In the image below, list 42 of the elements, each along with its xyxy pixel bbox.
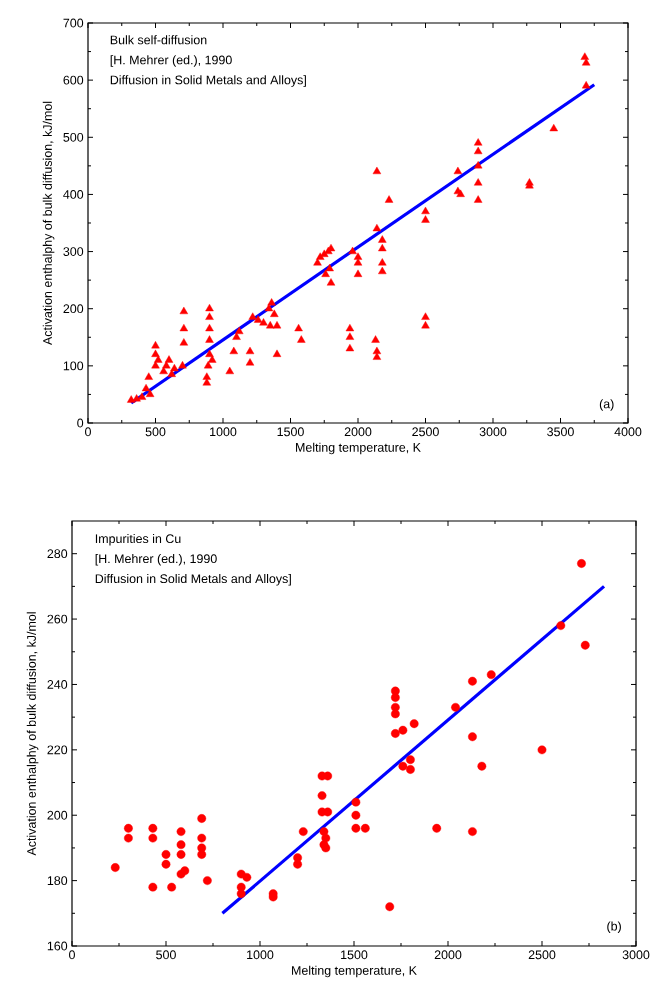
x-axis-title: Melting temperature, K — [292, 965, 417, 978]
y-tick-label: 600 — [63, 75, 84, 85]
x-tick-label: 2000 — [344, 427, 372, 437]
x-tick-label: 1500 — [277, 427, 304, 437]
annotation: [H. Mehrer (ed.), 1990 — [95, 553, 217, 566]
x-tick-label: 500 — [145, 427, 166, 437]
y-tick-label: 220 — [47, 745, 68, 755]
y-tick-label: 300 — [63, 247, 84, 256]
annotation: (a) — [599, 399, 614, 411]
annotation: Bulk self-diffusion — [110, 35, 207, 45]
y-axis-title: Activation enthalphy of bulk diffusion, kJ/mol — [26, 612, 39, 856]
annotation: Diffusion in Solid Metals and Alloys] — [95, 573, 291, 586]
x-tick-label: 0 — [85, 427, 91, 437]
y-tick-label: 280 — [47, 549, 68, 559]
annotation: Impurities in Cu — [95, 533, 181, 546]
annotation: Diffusion in Solid Metals and Alloys] — [110, 75, 306, 87]
x-axis-title: Melting temperature, K — [296, 442, 421, 455]
y-axis-title: Activation enthalphy of bulk diffusion, kJ/mol — [42, 101, 55, 346]
annotation: (b) — [607, 921, 621, 934]
y-tick-label: 700 — [63, 18, 84, 28]
x-tick-label: 2500 — [412, 427, 439, 437]
x-tick-label: 3500 — [547, 427, 574, 437]
y-tick-label: 160 — [47, 941, 68, 951]
x-tick-label: 3000 — [622, 950, 650, 960]
y-tick-label: 200 — [47, 810, 68, 820]
x-tick-label: 1500 — [341, 950, 368, 960]
x-tick-label: 1000 — [210, 427, 237, 437]
x-tick-label: 500 — [156, 950, 176, 960]
y-tick-label: 180 — [47, 876, 68, 886]
y-tick-label: 240 — [47, 680, 68, 689]
x-tick-label: 2500 — [528, 950, 556, 960]
y-tick-label: 400 — [63, 190, 84, 199]
y-tick-label: 200 — [63, 304, 84, 314]
y-tick-label: 260 — [47, 614, 68, 624]
x-tick-label: 4000 — [614, 427, 642, 437]
x-tick-label: 2000 — [434, 950, 462, 960]
y-tick-label: 0 — [77, 418, 84, 428]
annotation: [H. Mehrer (ed.), 1990 — [110, 55, 232, 67]
x-tick-label: 1000 — [247, 950, 274, 960]
y-tick-label: 100 — [63, 361, 84, 371]
x-tick-label: 3000 — [479, 427, 507, 437]
y-tick-label: 500 — [63, 132, 84, 142]
